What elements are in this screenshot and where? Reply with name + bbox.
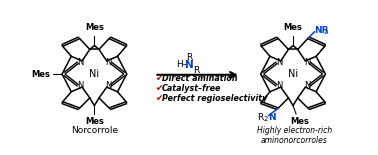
- Text: N: N: [77, 58, 84, 67]
- Text: Mes: Mes: [284, 23, 302, 32]
- Text: N: N: [105, 58, 112, 67]
- Text: 2: 2: [324, 29, 328, 35]
- Text: Mes: Mes: [85, 117, 104, 126]
- Text: Catalyst–free: Catalyst–free: [162, 84, 222, 93]
- Text: Highly electron-rich
aminonorcorroles: Highly electron-rich aminonorcorroles: [257, 126, 332, 145]
- Text: R: R: [193, 66, 199, 75]
- Text: N: N: [276, 81, 282, 90]
- Text: R: R: [186, 53, 192, 62]
- Text: H–: H–: [176, 60, 187, 69]
- Text: N: N: [304, 81, 310, 90]
- Text: ✔: ✔: [156, 94, 164, 103]
- Text: R: R: [257, 113, 264, 122]
- Text: 2: 2: [264, 116, 268, 122]
- Text: N: N: [276, 58, 282, 67]
- Text: Direct amination: Direct amination: [162, 74, 238, 83]
- Text: Mes: Mes: [290, 117, 309, 126]
- Text: N: N: [105, 81, 112, 90]
- Text: N: N: [185, 60, 194, 70]
- Text: Ni: Ni: [89, 69, 99, 79]
- Text: N: N: [77, 81, 84, 90]
- Text: ✔: ✔: [156, 84, 164, 93]
- Text: Mes: Mes: [31, 70, 50, 79]
- Text: Perfect regioselectivity: Perfect regioselectivity: [162, 94, 268, 103]
- Text: Ni: Ni: [288, 69, 298, 79]
- Text: Norcorrole: Norcorrole: [71, 126, 118, 135]
- Text: Mes: Mes: [85, 23, 104, 32]
- Text: NR: NR: [314, 26, 329, 35]
- Text: N: N: [268, 113, 275, 122]
- Text: ✔: ✔: [156, 74, 164, 83]
- Text: N: N: [304, 58, 310, 67]
